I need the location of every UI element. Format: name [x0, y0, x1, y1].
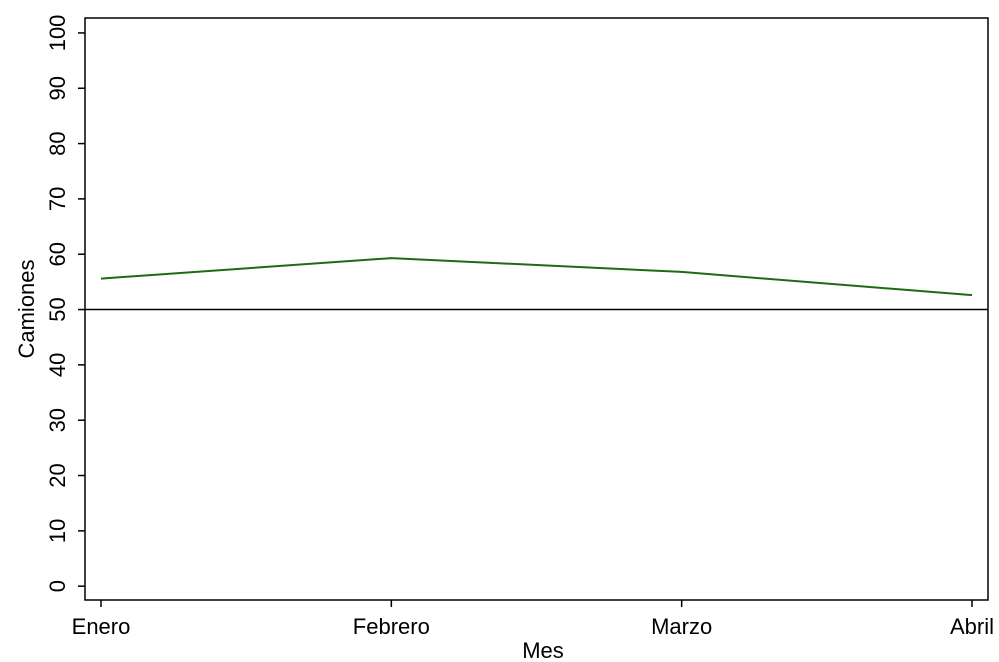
y-tick-label: 30 — [45, 408, 70, 432]
x-tick-label: Enero — [72, 614, 131, 639]
y-tick-label: 100 — [45, 15, 70, 52]
y-tick-label: 60 — [45, 242, 70, 266]
line-series — [100, 257, 973, 297]
x-axis-title: Mes — [522, 638, 564, 662]
y-tick-label: 10 — [45, 519, 70, 543]
y-tick-label: 20 — [45, 463, 70, 487]
x-tick-label: Marzo — [651, 614, 712, 639]
y-tick-label: 90 — [45, 76, 70, 100]
y-tick-label: 50 — [45, 297, 70, 321]
y-tick-label: 40 — [45, 353, 70, 377]
y-tick-label: 70 — [45, 187, 70, 211]
y-tick-label: 80 — [45, 131, 70, 155]
y-tick-label: 0 — [45, 580, 70, 592]
x-tick-label: Abril — [950, 614, 994, 639]
x-tick-label: Febrero — [353, 614, 430, 639]
y-axis-title: Camiones — [14, 259, 39, 358]
